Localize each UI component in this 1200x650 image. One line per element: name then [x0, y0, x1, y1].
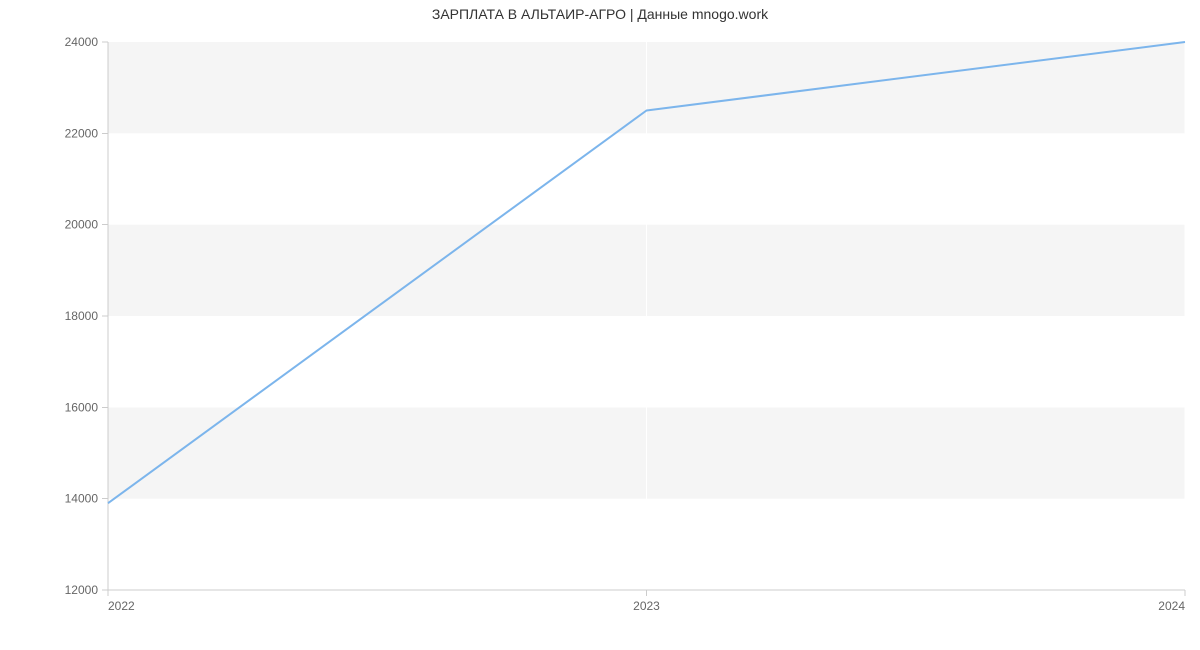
chart-title: ЗАРПЛАТА В АЛЬТАИР-АГРО | Данные mnogo.w…: [0, 6, 1200, 22]
salary-line-chart: ЗАРПЛАТА В АЛЬТАИР-АГРО | Данные mnogo.w…: [0, 0, 1200, 650]
y-tick-label: 12000: [65, 583, 99, 597]
y-tick-label: 18000: [65, 309, 99, 323]
y-tick-label: 22000: [65, 126, 99, 140]
x-tick-label: 2023: [633, 599, 660, 613]
y-tick-label: 24000: [65, 35, 99, 49]
y-tick-label: 14000: [65, 492, 99, 506]
y-tick-label: 16000: [65, 400, 99, 414]
x-tick-label: 2024: [1158, 599, 1185, 613]
y-tick-label: 20000: [65, 218, 99, 232]
x-tick-label: 2022: [108, 599, 135, 613]
chart-svg: 12000 14000 16000 18000 20000 22000 24000 2022 2…: [0, 0, 1200, 650]
